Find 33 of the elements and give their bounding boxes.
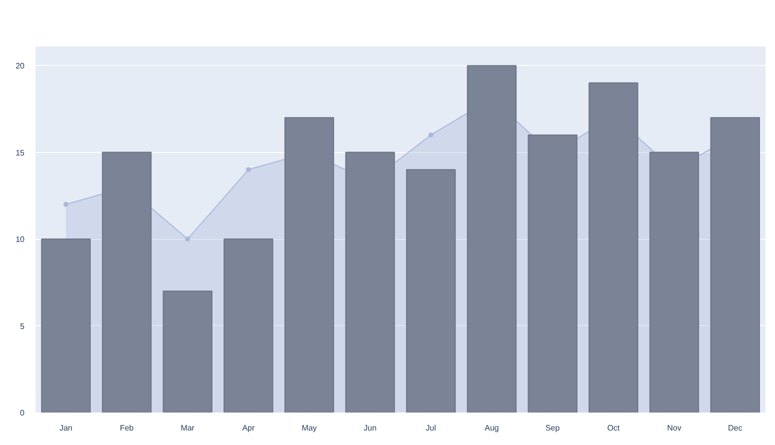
bar [162,290,212,412]
point [246,167,251,172]
x-tick-label: Apr [242,424,255,432]
y-tick-label: 15 [16,148,26,158]
bar [649,152,700,412]
x-tick-label: Jun [364,424,377,432]
bar [588,82,638,412]
x-tick-label: Jul [426,424,436,432]
bar [406,169,456,412]
x-tick-label: Jan [59,424,72,432]
x-tick-label: Sep [545,424,560,432]
bar [528,134,578,412]
x-tick-label: Feb [120,424,134,432]
x-tick-label: Aug [484,424,499,432]
x-tick-label: May [302,424,317,432]
y-tick-label: 20 [16,62,26,71]
point [63,202,68,207]
y-tick-label: 5 [20,322,26,331]
x-tick-label: Mar [180,424,195,432]
y-tick-label: 0 [20,408,26,418]
point [428,132,434,138]
x-tick-label: Oct [607,424,620,432]
bar [224,238,274,412]
bar [345,152,395,412]
bar [284,117,334,412]
bar [710,117,760,412]
x-tick-label: Dec [728,424,742,432]
point [185,236,190,242]
bar [102,152,152,412]
bar [466,65,517,412]
y-tick-label: 10 [16,235,26,244]
x-tick-label: Nov [667,424,682,432]
bar [41,238,91,412]
